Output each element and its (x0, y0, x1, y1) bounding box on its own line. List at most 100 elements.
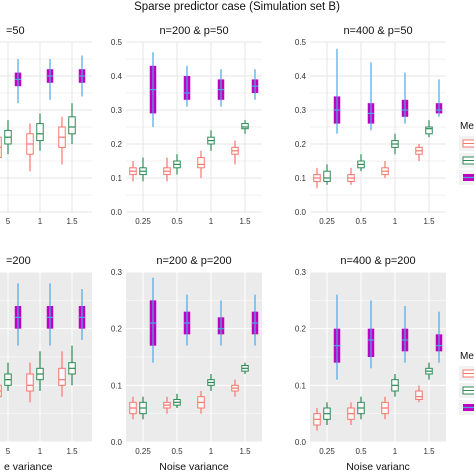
box-method-2 (4, 120, 12, 155)
box-method-2 (391, 374, 399, 397)
y-tick-label: 0.0 (295, 438, 307, 447)
y-tick-label: 0.0 (111, 208, 123, 217)
box-method-3 (401, 306, 409, 363)
panel-title: n=400 & p=200 (340, 255, 415, 267)
x-tick-label: 1 (209, 217, 214, 226)
box-method-3 (183, 294, 191, 346)
x-tick-label: 1 (393, 447, 398, 456)
legend-key-method-1 (459, 136, 474, 151)
legend-keys (459, 366, 474, 415)
legend-key-method-3 (459, 400, 474, 415)
box-method-2 (323, 164, 331, 185)
box-method-3 (183, 65, 191, 107)
box-method-1 (163, 157, 171, 182)
x-tick-label: 1 (209, 447, 214, 456)
box-method-3 (333, 294, 341, 380)
y-tick-label: 0.4 (111, 72, 123, 81)
box-method-2 (391, 133, 399, 155)
box-method-3 (217, 300, 225, 346)
box-method-1 (0, 384, 2, 398)
x-tick-label: 1 (38, 447, 43, 456)
box-group (0, 55, 86, 172)
box-group (313, 294, 443, 431)
box-method-2 (36, 351, 44, 391)
box-body (58, 367, 66, 386)
y-tick-label: 0.5 (111, 38, 123, 47)
panel-bottom-left: 5 1 1.5 =200 e variance (0, 255, 92, 473)
y-tick-label: 0.1 (295, 174, 307, 183)
legend-bottom: Me (459, 351, 474, 415)
box-method-3 (14, 59, 22, 104)
box-method-1 (313, 408, 321, 431)
box-method-1 (26, 362, 34, 403)
box-body (197, 157, 205, 169)
box-body (415, 390, 423, 400)
box-method-1 (381, 161, 389, 178)
y-tick-labels: 0.0 0.1 0.2 0.3 0.4 0.5 (111, 38, 123, 217)
y-tick-label: 0.1 (111, 381, 123, 390)
box-method-3 (149, 277, 157, 363)
box-body (323, 170, 331, 182)
box-method-1 (163, 396, 171, 414)
x-tick-labels: 0.25 0.5 1 1.5 (135, 217, 251, 226)
y-tick-labels: 0.0 0.1 0.2 0.3 (111, 268, 123, 447)
y-tick-label: 0.1 (295, 381, 307, 390)
panel-title: =50 (6, 25, 25, 37)
x-tick-label: 5 (6, 217, 11, 226)
box-method-2 (241, 362, 249, 374)
x-axis-title: e variance (4, 461, 53, 473)
box-method-1 (415, 144, 423, 161)
legend-key-method-2 (459, 383, 474, 398)
legend-key-method-3 (459, 170, 474, 185)
x-axis-title: Noise variance (159, 461, 229, 473)
box-method-1 (0, 136, 2, 159)
box-method-2 (139, 396, 147, 420)
box-method-1 (231, 379, 239, 397)
box-method-3 (251, 69, 259, 100)
box-method-1 (129, 396, 137, 420)
box-group (129, 52, 259, 182)
figure-title: Sparse predictor case (Simulation set B) (134, 1, 340, 13)
box-method-2 (173, 154, 181, 175)
panel-bottom-right: 0.0 0.1 0.2 0.3 0.25 0.5 1 1.5 n=400 & p=200 N… (295, 255, 446, 473)
box-method-1 (26, 123, 34, 172)
y-tick-label: 0.0 (111, 438, 123, 447)
box-method-1 (58, 351, 66, 397)
y-tick-label: 0.5 (295, 38, 307, 47)
box-method-2 (139, 157, 147, 182)
box-method-2 (68, 345, 76, 386)
box-method-1 (129, 161, 137, 182)
box-method-1 (58, 116, 66, 165)
box-method-3 (435, 79, 443, 117)
x-tick-label: 1.5 (239, 447, 251, 456)
y-tick-label: 0.2 (111, 325, 123, 334)
x-tick-label: 0.5 (355, 217, 367, 226)
y-tick-label: 0.3 (111, 106, 123, 115)
panel-title: n=200 & p=200 (156, 255, 231, 267)
panel-top-left: 5 1 1.5 =50 (0, 25, 92, 226)
y-tick-label: 0.2 (295, 325, 307, 334)
x-tick-labels: 5 1 1.5 (6, 217, 78, 226)
box-group (129, 277, 259, 420)
box-method-1 (415, 385, 423, 403)
y-tick-label: 0.3 (295, 106, 307, 115)
box-method-2 (323, 402, 331, 425)
panel-title: n=400 & p=50 (343, 25, 412, 37)
box-method-3 (251, 294, 259, 346)
box-method-2 (425, 362, 433, 380)
x-tick-label: 1.5 (423, 447, 435, 456)
box-method-3 (46, 59, 54, 100)
box-method-3 (333, 48, 341, 134)
x-axis-title: Noise varianc (346, 461, 410, 473)
x-tick-labels: 0.25 0.5 1 1.5 (135, 447, 251, 456)
x-tick-label: 0.5 (171, 217, 183, 226)
box-method-3 (367, 300, 375, 369)
box-method-1 (347, 402, 355, 425)
box-method-3 (401, 72, 409, 124)
x-tick-label: 0.25 (319, 447, 335, 456)
box-group (0, 283, 86, 403)
box-group (313, 48, 443, 189)
box-method-1 (231, 140, 239, 165)
gridlines (126, 41, 262, 213)
x-tick-labels: 0.25 0.5 1 1.5 (319, 217, 435, 226)
